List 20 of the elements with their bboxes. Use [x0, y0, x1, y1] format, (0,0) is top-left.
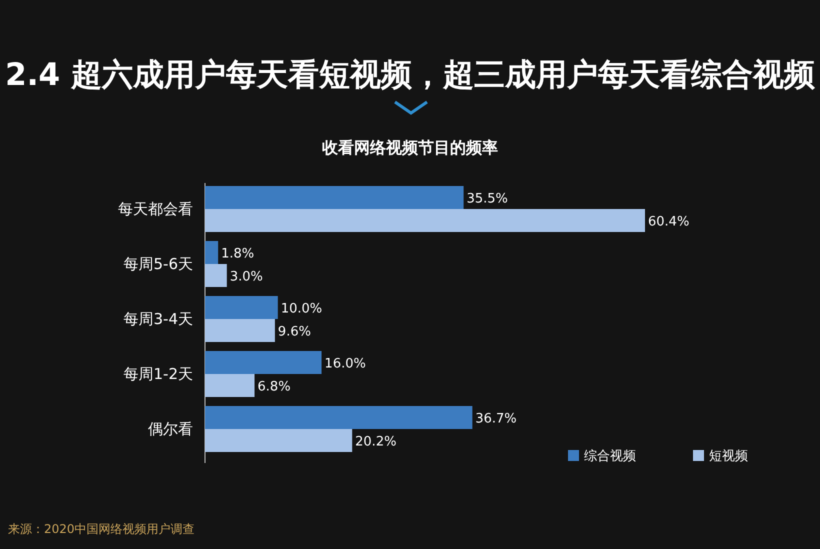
value-label: 10.0%	[280, 302, 322, 316]
title: 2.4 超六成用户每天看短视频，超三成用户每天看综合视频	[5, 57, 815, 93]
value-label: 36.7%	[475, 412, 517, 426]
legend-label: 短视频	[709, 449, 748, 464]
value-label: 6.8%	[258, 380, 291, 394]
value-label: 16.0%	[324, 356, 366, 372]
value-label: 3.0%	[230, 270, 263, 284]
annotation: 来源：2020中国网络视频用户调查	[8, 522, 195, 536]
value-label: 9.6%	[278, 324, 311, 340]
category: 每周1-2天	[124, 365, 193, 383]
subtitle: 收看网络视频节目的频率	[322, 138, 498, 157]
category: 每周5-6天	[124, 255, 193, 273]
value-label: 1.8%	[221, 246, 254, 262]
value-label: 20.2%	[355, 434, 396, 450]
category: 每周3-4天	[124, 310, 193, 328]
category: 偶尔看	[148, 420, 193, 438]
value-label: 35.5%	[466, 192, 508, 206]
legend-label: 综合视频	[584, 449, 636, 464]
category: 每天都会看	[118, 200, 193, 218]
value-label: 60.4%	[648, 214, 690, 230]
